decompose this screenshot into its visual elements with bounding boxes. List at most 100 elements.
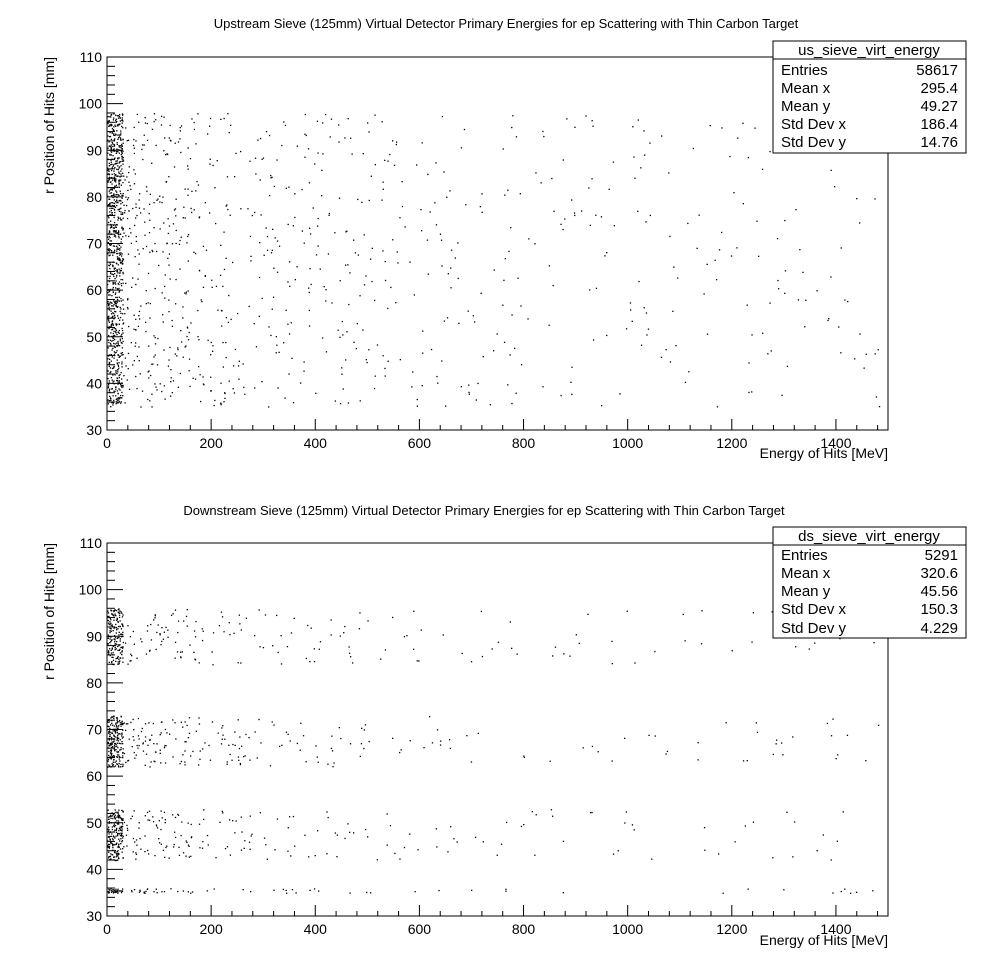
upstream-hit-point	[640, 344, 643, 346]
upstream-hit-point	[130, 232, 132, 234]
y-tick-label: 50	[86, 329, 102, 345]
upstream-hit-point	[120, 207, 122, 209]
downstream-hit-point	[120, 633, 123, 635]
upstream-hit-point	[116, 196, 118, 199]
upstream-hit-point	[111, 212, 113, 214]
downstream-hit-point	[136, 744, 138, 747]
upstream-hit-point	[120, 184, 122, 186]
upstream-hit-point	[116, 296, 118, 299]
upstream-hit-point	[120, 203, 122, 205]
downstream-hit-point	[115, 723, 117, 725]
downstream-hit-point	[110, 641, 112, 643]
upstream-hit-point	[730, 255, 733, 257]
downstream-hit-point	[631, 824, 634, 826]
upstream-hit-point	[131, 286, 133, 288]
upstream-hit-point	[325, 351, 328, 353]
upstream-hit-point	[366, 361, 368, 364]
upstream-hit-point	[120, 283, 122, 285]
x-tick-label: 800	[512, 435, 536, 451]
downstream-hit-point	[213, 888, 215, 890]
upstream-hit-point	[187, 168, 189, 170]
downstream-hit-point	[531, 811, 533, 813]
upstream-hit-point	[114, 134, 116, 137]
upstream-hit-point	[387, 160, 389, 162]
upstream-hit-point	[135, 235, 137, 238]
downstream-hit-point	[552, 815, 554, 817]
downstream-hit-point	[120, 653, 123, 656]
upstream-hit-point	[109, 213, 111, 216]
upstream-hit-point	[114, 186, 116, 188]
upstream-hit-point	[107, 347, 109, 349]
downstream-hit-point	[497, 641, 500, 643]
downstream-hit-point	[520, 825, 523, 828]
upstream-hit-point	[359, 295, 361, 297]
upstream-hit-point	[162, 321, 164, 323]
downstream-hit-point	[114, 637, 117, 639]
downstream-hit-point	[134, 757, 136, 759]
upstream-hit-point	[844, 299, 846, 301]
downstream-hit-point	[597, 751, 599, 753]
downstream-hit-point	[117, 628, 119, 630]
upstream-hit-point	[589, 224, 591, 226]
upstream-hit-point	[117, 315, 119, 317]
downstream-hit-point	[121, 841, 123, 843]
upstream-hit-point	[108, 120, 110, 122]
downstream-hit-point	[180, 651, 182, 653]
downstream-hit-point	[222, 725, 224, 727]
downstream-hit-point	[139, 890, 141, 892]
downstream-hit-point	[359, 755, 361, 758]
downstream-hit-point	[117, 740, 119, 742]
downstream-hit-point	[115, 829, 118, 831]
downstream-hit-point	[292, 815, 295, 818]
downstream-hit-point	[299, 749, 301, 751]
upstream-hit-point	[441, 360, 443, 362]
upstream-hit-point	[180, 236, 182, 238]
downstream-hit-point	[587, 613, 589, 615]
downstream-hit-point	[109, 642, 111, 644]
upstream-hit-point	[117, 117, 120, 119]
downstream-hit-point	[119, 633, 122, 635]
upstream-hit-point	[116, 369, 119, 371]
downstream-hit-point	[115, 657, 117, 660]
downstream-hit-point	[187, 737, 189, 739]
downstream-stat-value: 320.6	[920, 565, 958, 582]
downstream-hit-point	[122, 748, 124, 750]
downstream-hit-point	[119, 652, 122, 654]
downstream-hit-point	[113, 755, 116, 757]
downstream-hit-point	[116, 718, 119, 720]
upstream-hit-point	[562, 159, 564, 161]
upstream-hit-point	[117, 371, 119, 373]
upstream-hit-point	[118, 388, 120, 390]
downstream-hit-point	[108, 847, 110, 849]
upstream-hit-point	[353, 239, 355, 241]
downstream-hit-point	[110, 842, 112, 844]
downstream-hit-point	[111, 753, 113, 755]
upstream-hit-point	[357, 254, 359, 256]
upstream-hit-point	[446, 317, 449, 319]
upstream-hit-point	[120, 267, 123, 270]
downstream-hit-point	[240, 662, 242, 664]
upstream-hit-point	[351, 153, 353, 155]
downstream-hit-point	[174, 836, 177, 839]
downstream-hit-point	[786, 811, 788, 813]
upstream-hit-point	[147, 371, 149, 373]
upstream-hit-point	[123, 204, 125, 206]
downstream-hit-point	[816, 850, 818, 852]
downstream-hit-point	[146, 630, 149, 632]
upstream-hit-point	[108, 173, 110, 175]
downstream-hit-point	[122, 625, 124, 628]
upstream-hit-point	[142, 158, 144, 161]
downstream-hit-point	[113, 825, 115, 827]
upstream-hit-point	[115, 152, 117, 154]
upstream-hit-point	[113, 231, 115, 233]
upstream-hit-point	[874, 353, 876, 355]
upstream-hit-point	[107, 316, 109, 318]
upstream-hit-point	[170, 140, 172, 142]
upstream-hit-point	[276, 271, 279, 273]
downstream-hit-point	[792, 856, 794, 858]
upstream-hit-point	[110, 288, 112, 291]
upstream-hit-point	[118, 329, 120, 332]
upstream-hit-point	[117, 383, 119, 385]
upstream-hit-point	[193, 121, 195, 124]
upstream-stats-frame	[772, 40, 967, 154]
